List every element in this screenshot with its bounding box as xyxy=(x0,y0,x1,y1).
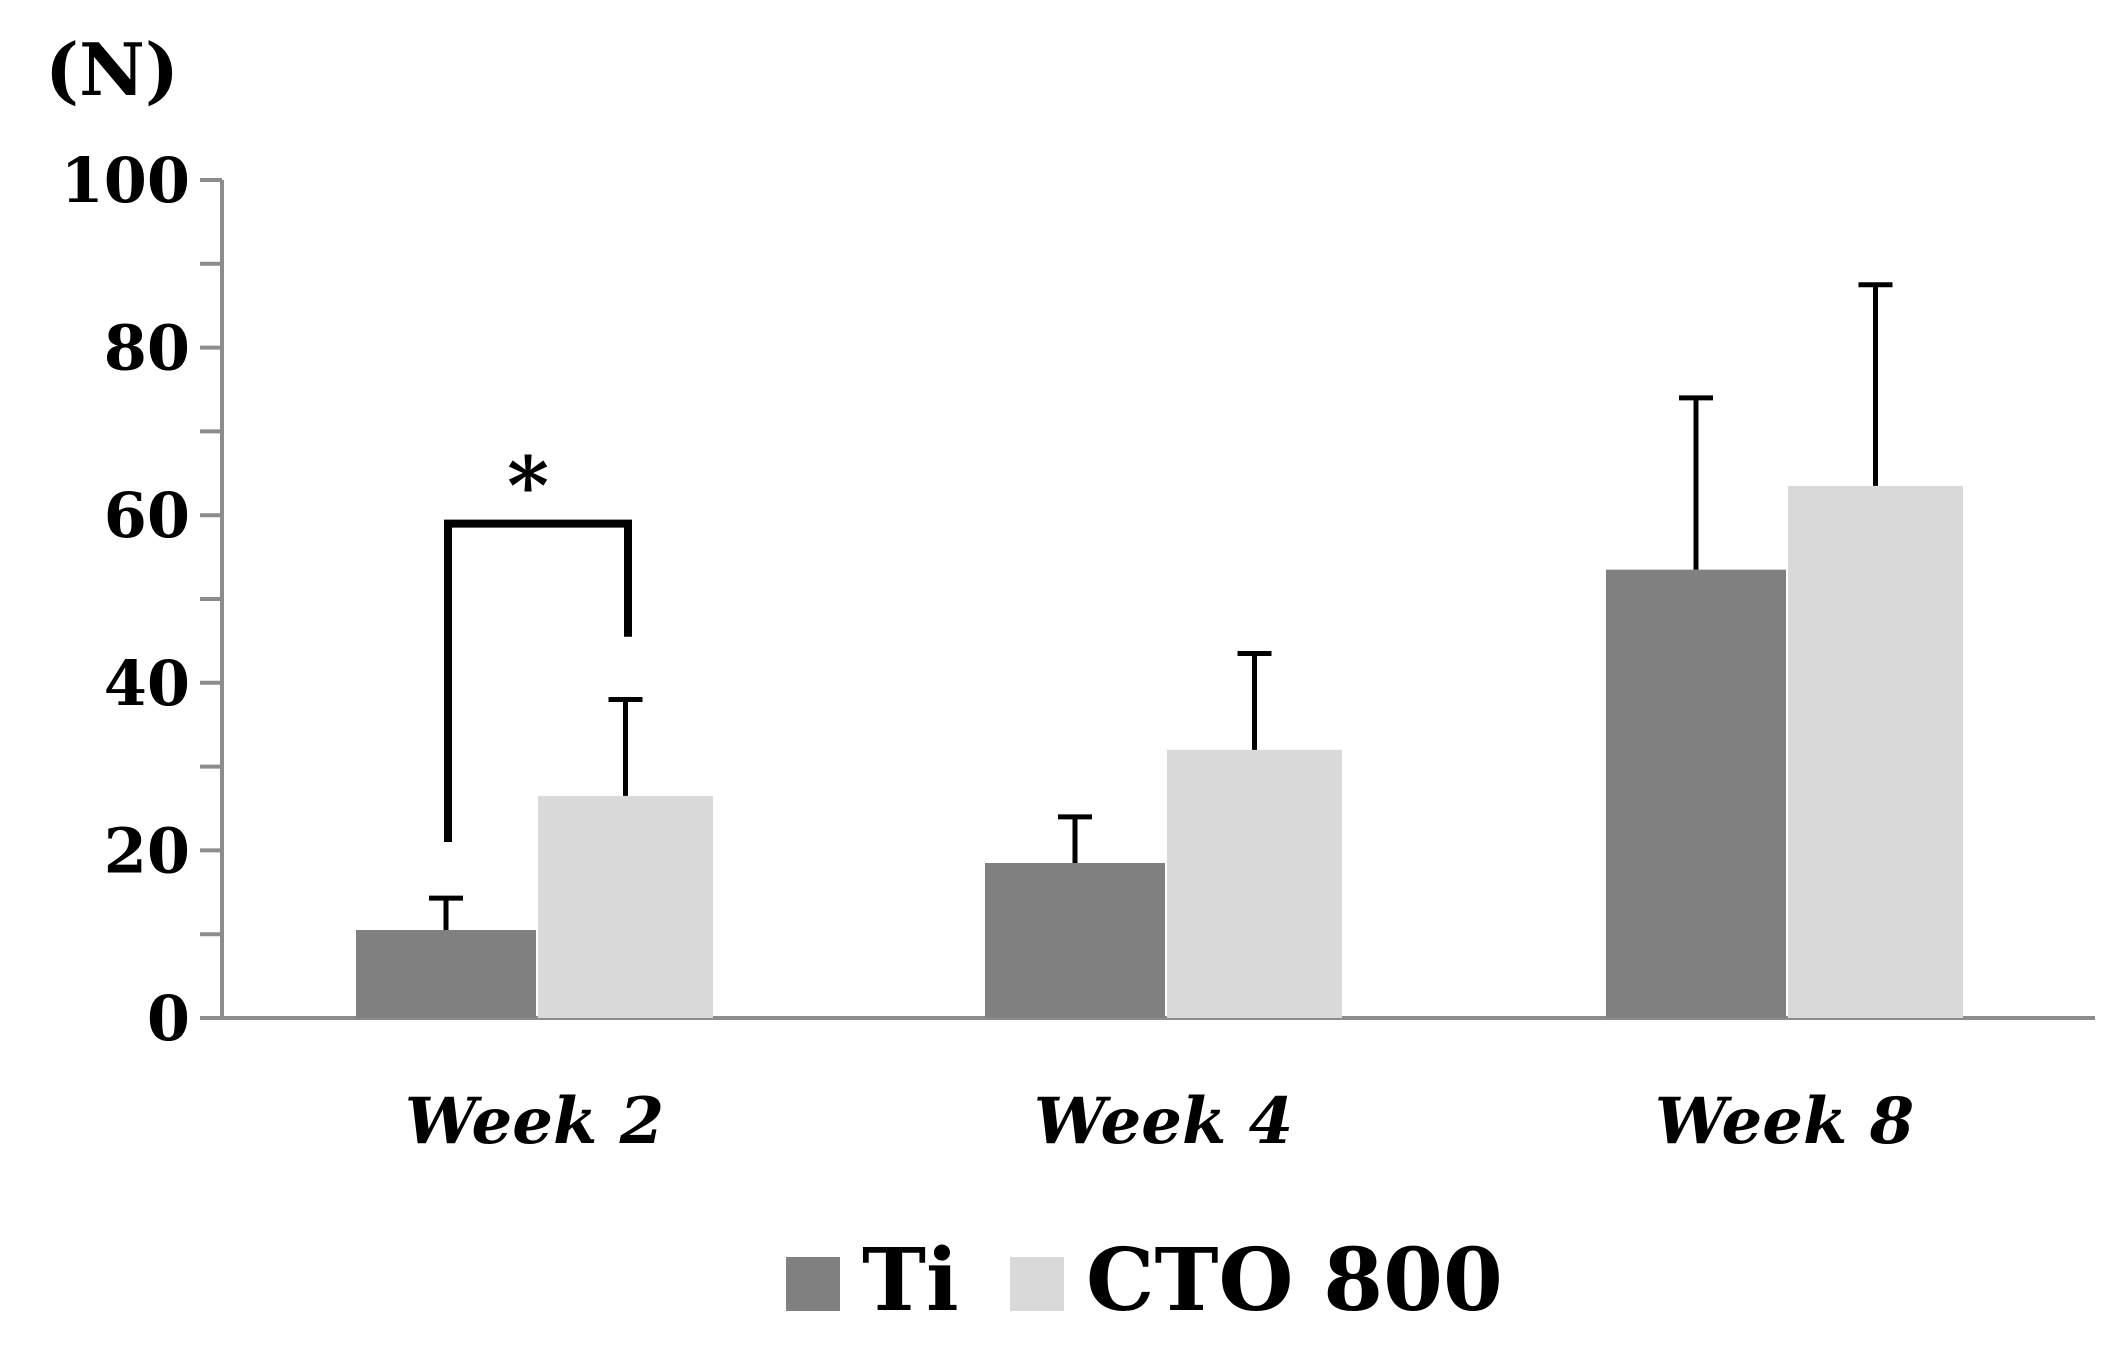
y-tick-label: 0 xyxy=(147,982,190,1055)
bar-ti-week-2 xyxy=(356,930,536,1018)
y-tick-label: 80 xyxy=(104,312,190,385)
bar-cto-800-week-2 xyxy=(538,795,713,1018)
bar-ti-week-4 xyxy=(985,862,1165,1018)
y-tick-label: 100 xyxy=(61,144,190,217)
legend-swatch-cto-800 xyxy=(1010,1257,1064,1311)
y-tick-label: 20 xyxy=(104,814,190,887)
significance-star: * xyxy=(507,439,549,533)
bar-cto-800-week-8 xyxy=(1788,485,1963,1018)
significance-bracket: * xyxy=(444,439,632,843)
x-category-label: Week 2 xyxy=(405,1084,664,1159)
x-category-label: Week 4 xyxy=(1034,1084,1293,1159)
x-category-label: Week 8 xyxy=(1655,1084,1914,1159)
y-tick-label: 60 xyxy=(104,479,190,552)
legend: Ti CTO 800 xyxy=(786,1230,1503,1331)
bar-ti-week-8 xyxy=(1606,569,1786,1018)
y-axis-unit-label: (N) xyxy=(45,27,179,112)
legend-swatch-ti xyxy=(786,1257,840,1311)
bar-cto-800-week-4 xyxy=(1167,749,1342,1018)
legend-label-ti: Ti xyxy=(862,1230,959,1331)
y-tick-label: 40 xyxy=(104,647,190,720)
bracket-line xyxy=(444,519,632,843)
plot-area: 0 20 40 60 80 100 Week 2 Week 4 Week 8 * xyxy=(61,144,2095,1159)
legend-label-cto-800: CTO 800 xyxy=(1086,1230,1503,1331)
